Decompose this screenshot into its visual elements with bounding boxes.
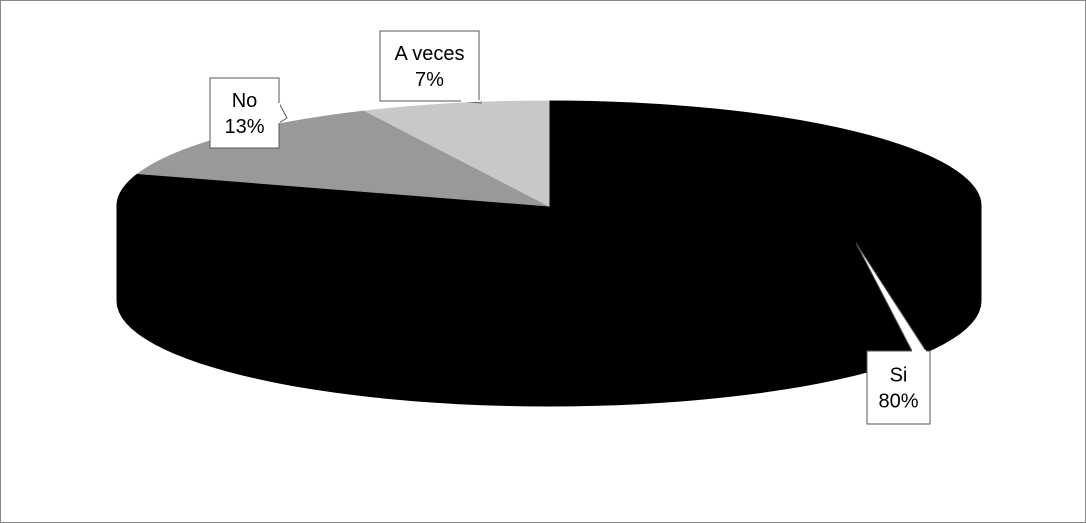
callout-box-si: [866, 350, 931, 425]
callout-no: No 13%: [209, 77, 288, 149]
category-label-si: Si: [890, 365, 908, 387]
pie-slice-a-veces: [363, 100, 550, 207]
callout-si: Si 80%: [855, 242, 931, 425]
callout-pointer-no: [278, 102, 288, 124]
pie-slice-si: [116, 100, 982, 312]
pie-callouts: Si 80% No 13% A veces 7%: [209, 30, 931, 425]
percent-label-a-veces: 7%: [415, 69, 444, 91]
category-label-a-veces: A veces: [394, 43, 464, 65]
percent-label-no: 13%: [224, 116, 264, 138]
percent-label-si: 80%: [878, 391, 918, 413]
category-label-no: No: [232, 90, 258, 112]
callout-a-veces: A veces 7%: [379, 30, 482, 104]
callout-box-a-veces: [379, 30, 480, 102]
